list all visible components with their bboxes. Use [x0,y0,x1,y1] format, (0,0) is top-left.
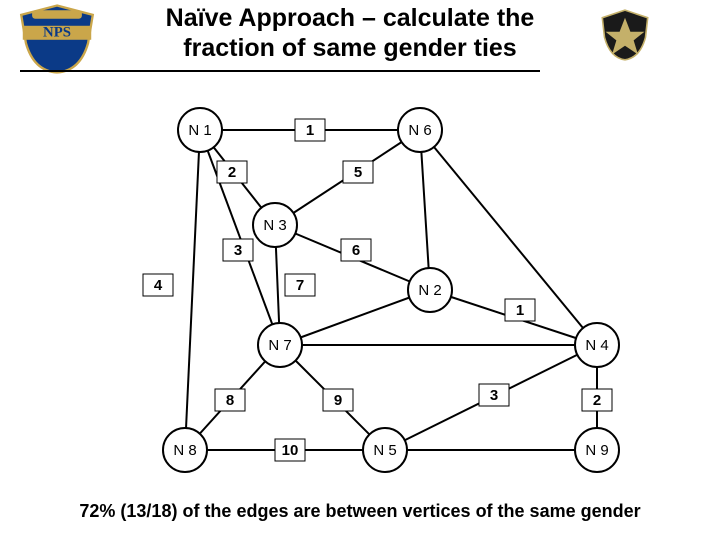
svg-text:7: 7 [296,277,304,294]
svg-text:N 1: N 1 [188,122,211,139]
svg-text:1: 1 [306,122,314,139]
svg-text:N 8: N 8 [173,442,196,459]
svg-text:N 4: N 4 [585,337,608,354]
svg-text:4: 4 [154,277,163,294]
svg-text:9: 9 [334,392,342,409]
svg-text:2: 2 [228,164,236,181]
svg-text:N 9: N 9 [585,442,608,459]
svg-text:10: 10 [282,442,299,459]
svg-text:1: 1 [516,302,524,319]
svg-text:N 2: N 2 [418,282,441,299]
svg-text:N 5: N 5 [373,442,396,459]
svg-text:N 3: N 3 [263,217,286,234]
slide-caption: 72% (13/18) of the edges are between ver… [30,501,690,522]
svg-text:N 6: N 6 [408,122,431,139]
svg-text:3: 3 [490,387,498,404]
svg-text:3: 3 [234,242,242,259]
network-diagram: 1 2 4 5 3 6 7 1 8 9 10 3 2 N 1 N 3 N 6 N 2 N 7 N 4 N 8 N 5 N … [0,0,720,540]
svg-text:N 7: N 7 [268,337,291,354]
svg-text:5: 5 [354,164,362,181]
svg-text:6: 6 [352,242,360,259]
svg-text:8: 8 [226,392,234,409]
svg-text:2: 2 [593,392,601,409]
